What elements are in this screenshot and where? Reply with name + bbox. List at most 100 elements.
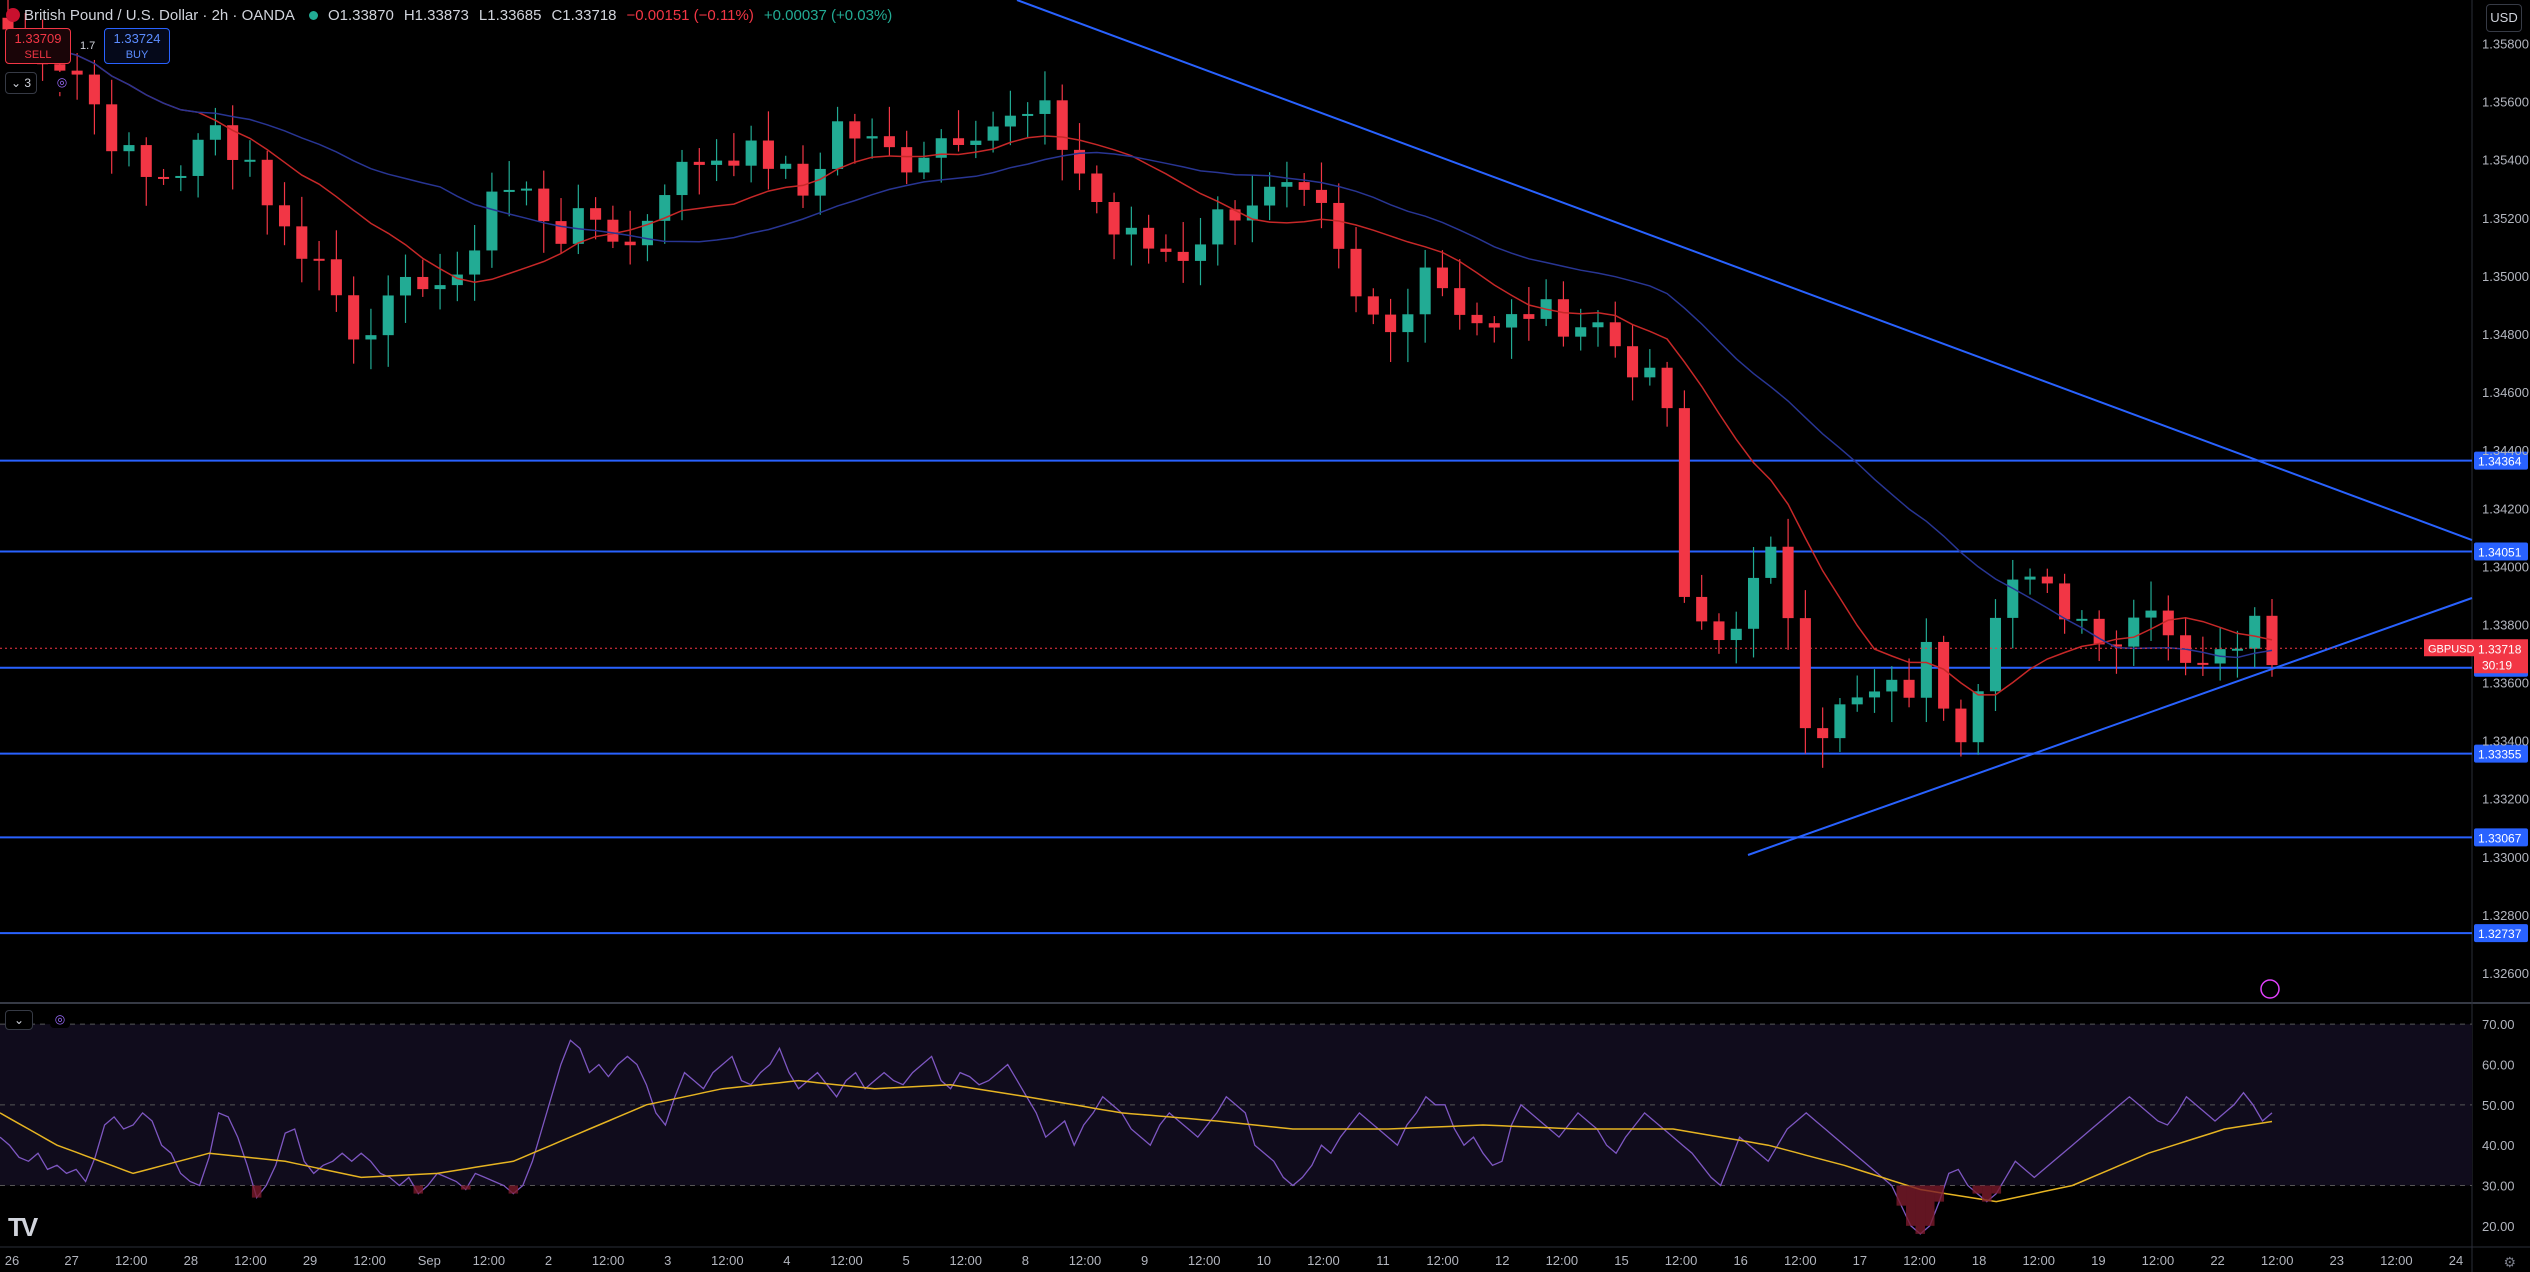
- candle-body[interactable]: [1436, 267, 1448, 289]
- rsi-collapse-button[interactable]: ⌄: [5, 1010, 33, 1030]
- candle-body[interactable]: [2059, 583, 2071, 620]
- candle-body[interactable]: [2076, 618, 2088, 621]
- candle-body[interactable]: [1765, 546, 1777, 578]
- candle-body[interactable]: [1022, 113, 1034, 116]
- candle-body[interactable]: [1143, 227, 1155, 249]
- candle-body[interactable]: [1678, 408, 1690, 597]
- candle-body[interactable]: [54, 64, 66, 71]
- candle-body[interactable]: [797, 163, 809, 196]
- candle-body[interactable]: [1557, 299, 1569, 337]
- candle-body[interactable]: [1609, 322, 1621, 347]
- candle-body[interactable]: [2110, 644, 2122, 647]
- candle-body[interactable]: [1799, 618, 1811, 729]
- candle-body[interactable]: [261, 159, 273, 206]
- candle-body[interactable]: [2145, 610, 2157, 618]
- trendline[interactable]: [1747, 597, 2473, 856]
- candle-body[interactable]: [814, 168, 826, 196]
- candle-body[interactable]: [140, 145, 152, 177]
- candle-body[interactable]: [849, 121, 861, 139]
- candle-body[interactable]: [434, 285, 446, 290]
- candle-body[interactable]: [1696, 596, 1708, 622]
- candle-body[interactable]: [1073, 149, 1086, 174]
- candle-body[interactable]: [1886, 679, 1898, 692]
- candle-body[interactable]: [1575, 327, 1587, 337]
- candle-body[interactable]: [1592, 322, 1604, 328]
- candle-body[interactable]: [365, 335, 377, 340]
- candle-body[interactable]: [918, 157, 930, 173]
- candle-body[interactable]: [1194, 244, 1207, 261]
- candle-body[interactable]: [71, 70, 83, 75]
- candle-body[interactable]: [123, 145, 135, 152]
- candle-body[interactable]: [1851, 697, 1863, 705]
- candle-body[interactable]: [175, 175, 187, 178]
- candle-body[interactable]: [624, 241, 636, 246]
- candle-body[interactable]: [1108, 201, 1120, 235]
- candle-body[interactable]: [330, 259, 342, 296]
- candle-body[interactable]: [1125, 227, 1137, 235]
- candle-body[interactable]: [1367, 296, 1379, 315]
- candle-body[interactable]: [1488, 323, 1500, 328]
- candle-body[interactable]: [1246, 205, 1258, 221]
- candle-body[interactable]: [728, 160, 740, 166]
- candle-body[interactable]: [641, 220, 653, 246]
- candle-body[interactable]: [1419, 267, 1431, 315]
- candle-body[interactable]: [1644, 367, 1656, 378]
- candle-body[interactable]: [762, 140, 774, 169]
- candle-body[interactable]: [970, 140, 982, 145]
- candle-body[interactable]: [1834, 704, 1846, 739]
- candle-body[interactable]: [590, 208, 602, 220]
- candle-body[interactable]: [555, 221, 567, 244]
- candle-body[interactable]: [227, 125, 239, 160]
- candle-body[interactable]: [278, 205, 291, 227]
- time-axis[interactable]: 26 27 12:00 28 12:00 29 12:00 Sep 12:00 2 12:00 3 12…: [0, 1246, 2530, 1268]
- candle-body[interactable]: [1989, 617, 2002, 692]
- candle-body[interactable]: [417, 276, 429, 290]
- candle-body[interactable]: [780, 163, 792, 169]
- alert-icon[interactable]: [2260, 979, 2280, 999]
- sell-button[interactable]: 1.33709 SELL: [5, 28, 71, 64]
- rsi-sync-icon[interactable]: ◎: [50, 1010, 70, 1028]
- candle-body[interactable]: [1004, 115, 1016, 127]
- candle-body[interactable]: [469, 250, 481, 275]
- candle-body[interactable]: [711, 160, 723, 165]
- candle-body[interactable]: [1177, 251, 1189, 261]
- sync-icon[interactable]: ◎: [52, 72, 72, 92]
- candle-body[interactable]: [2128, 617, 2140, 647]
- candle-body[interactable]: [192, 139, 204, 176]
- buy-button[interactable]: 1.33724 BUY: [104, 28, 170, 64]
- candle-body[interactable]: [296, 226, 308, 259]
- candle-body[interactable]: [1281, 182, 1293, 187]
- candle-body[interactable]: [1056, 100, 1068, 150]
- candle-body[interactable]: [693, 161, 705, 165]
- candle-body[interactable]: [1627, 346, 1639, 378]
- currency-selector[interactable]: USD: [2486, 4, 2522, 32]
- candle-body[interactable]: [745, 140, 757, 166]
- candle-body[interactable]: [1315, 189, 1327, 203]
- candle-body[interactable]: [1402, 314, 1414, 333]
- candle-body[interactable]: [901, 147, 913, 173]
- candle-body[interactable]: [209, 125, 221, 140]
- candle-body[interactable]: [2249, 615, 2261, 649]
- candle-body[interactable]: [1903, 679, 1915, 698]
- candle-body[interactable]: [520, 188, 533, 191]
- candle-body[interactable]: [1385, 314, 1397, 333]
- candle-body[interactable]: [2041, 576, 2053, 584]
- candle-body[interactable]: [1938, 641, 1950, 709]
- candle-body[interactable]: [2266, 615, 2278, 666]
- candle-body[interactable]: [486, 191, 498, 251]
- candle-body[interactable]: [1333, 202, 1345, 249]
- candle-body[interactable]: [106, 104, 118, 152]
- price-axis[interactable]: 1.32600 1.32800 1.33000 1.33200 1.33400 1.336…: [2482, 37, 2529, 1234]
- candle-body[interactable]: [158, 176, 170, 179]
- candle-body[interactable]: [1661, 367, 1673, 409]
- candle-body[interactable]: [538, 188, 550, 222]
- candle-body[interactable]: [1730, 628, 1742, 641]
- candle-body[interactable]: [832, 121, 844, 169]
- candle-body[interactable]: [1264, 186, 1276, 206]
- candle-body[interactable]: [1091, 173, 1103, 202]
- gear-icon[interactable]: ⚙: [2503, 1254, 2516, 1270]
- candle-body[interactable]: [1229, 209, 1241, 221]
- candle-body[interactable]: [399, 276, 412, 296]
